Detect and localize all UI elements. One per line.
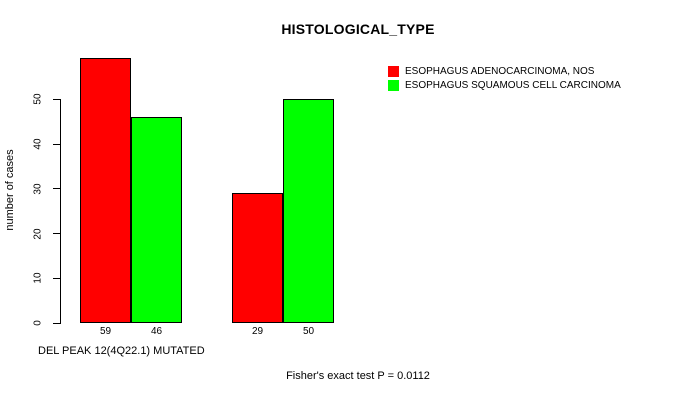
chart-title: HISTOLOGICAL_TYPE (281, 21, 435, 37)
bar-esophagus-squamous-cell-carcinoma (283, 98, 334, 323)
bar-esophagus-adenocarcinoma-nos (232, 192, 283, 323)
bar-value-label: 29 (251, 326, 264, 337)
bar-esophagus-squamous-cell-carcinoma (131, 116, 182, 323)
y-axis-tick-label: 20 (32, 228, 44, 240)
legend-color-swatch (388, 79, 399, 91)
y-axis-tick (53, 143, 60, 145)
y-axis-line (60, 98, 61, 324)
y-axis-tick-label: 0 (32, 320, 44, 326)
stat-annotation: Fisher's exact test P = 0.0112 (286, 370, 430, 382)
legend-item-label: ESOPHAGUS ADENOCARCINOMA, NOS (405, 65, 595, 77)
y-axis-tick-label: 40 (32, 138, 44, 150)
legend-color-swatch (388, 65, 399, 77)
legend-item: ESOPHAGUS SQUAMOUS CELL CARCINOMA (388, 78, 621, 92)
y-axis-label: number of cases (4, 149, 16, 231)
bar-value-label: 59 (99, 326, 112, 337)
y-axis-tick-label: 30 (32, 183, 44, 195)
bar-value-label: 46 (150, 326, 163, 337)
x-axis-caption: DEL PEAK 12(4Q22.1) MUTATED (38, 345, 205, 357)
y-axis-tick (53, 233, 60, 235)
legend-item: ESOPHAGUS ADENOCARCINOMA, NOS (388, 64, 621, 78)
bar-value-label: 50 (302, 326, 315, 337)
y-axis-tick (53, 277, 60, 279)
bar-esophagus-adenocarcinoma-nos (80, 58, 131, 323)
y-axis-tick (53, 98, 60, 100)
y-axis-tick (53, 188, 60, 190)
y-axis-tick (53, 322, 60, 324)
y-axis-tick-label: 10 (32, 272, 44, 284)
legend-item-label: ESOPHAGUS SQUAMOUS CELL CARCINOMA (405, 79, 621, 91)
legend: ESOPHAGUS ADENOCARCINOMA, NOS ESOPHAGUS S… (388, 64, 621, 92)
y-axis-tick-label: 50 (32, 93, 44, 105)
